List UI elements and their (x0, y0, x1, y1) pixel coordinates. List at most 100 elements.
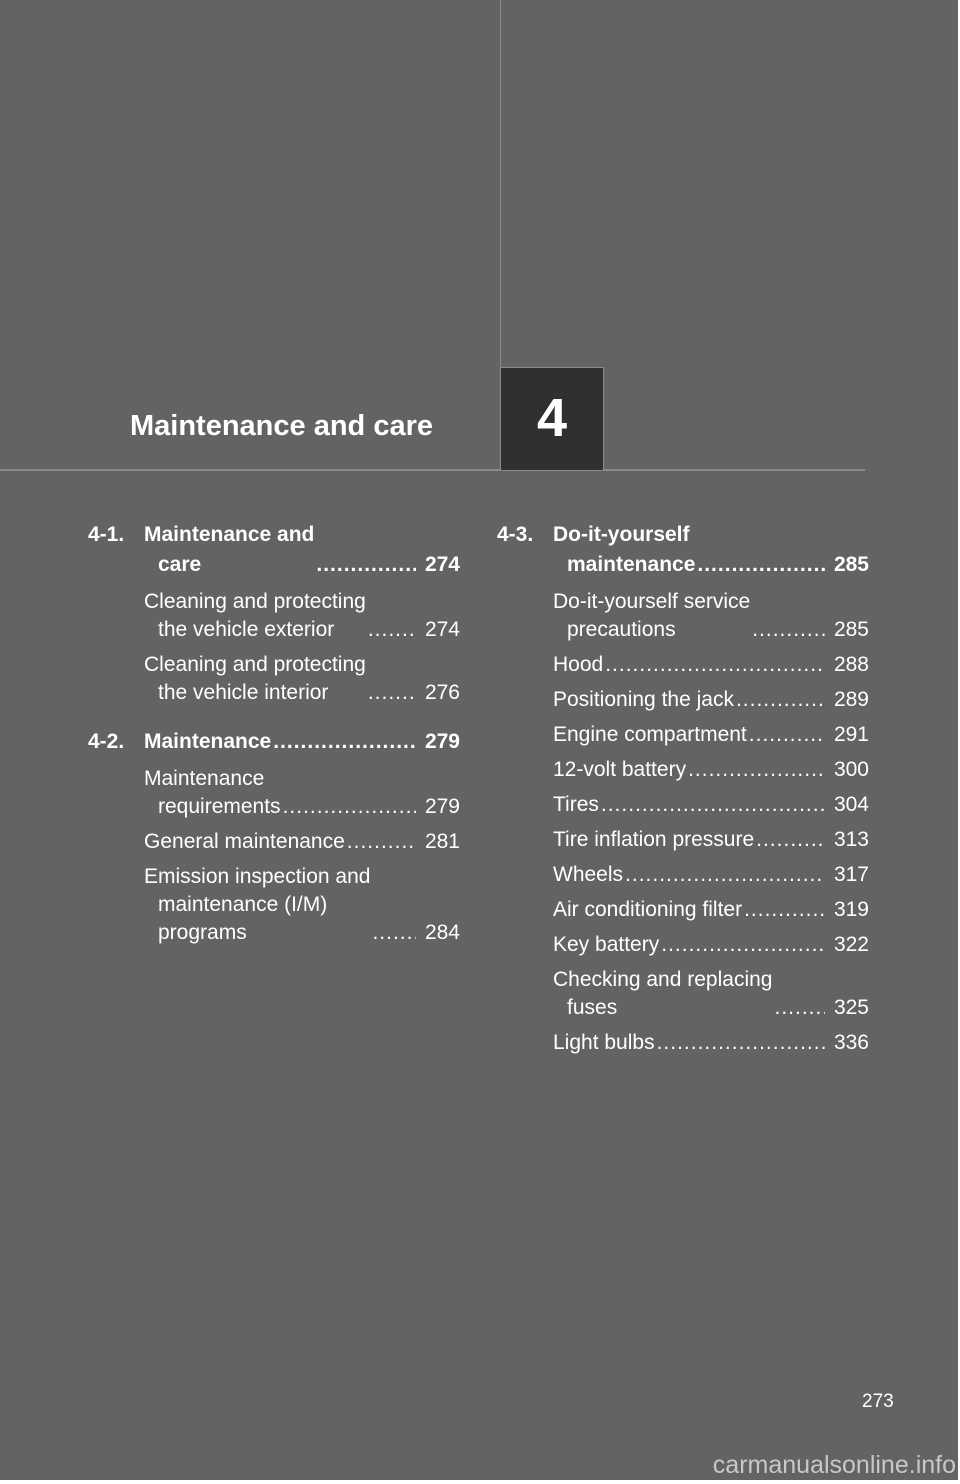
toc-entry-line: Maintenance (144, 767, 265, 790)
toc-entry[interactable]: Wheels 317 (553, 861, 869, 889)
toc-right-column: 4-3.Do-it-yourselfmaintenance285Do-it-yo… (497, 520, 869, 1077)
toc-entry-text: Maintenance and care (144, 520, 314, 580)
toc-entry[interactable]: Key battery 322 (553, 931, 869, 959)
toc-entry-text: Positioning the jack (553, 686, 734, 714)
dot-leader (283, 793, 416, 821)
toc-entry-line: 12-volt battery (553, 758, 687, 781)
toc-entry-line: maintenance (567, 553, 696, 576)
toc-section-number: 4-2. (88, 730, 125, 753)
toc-page-number: 274 (424, 553, 460, 576)
chapter-title: Maintenance and care (130, 410, 433, 442)
toc-entry-line: requirements (158, 795, 281, 818)
dot-leader (688, 756, 825, 784)
toc-entry-text: 12-volt battery (553, 756, 686, 784)
toc-entry-line: Checking and replacing (553, 968, 773, 991)
toc-entry-line: Air conditioning filter (553, 898, 743, 921)
dot-leader (273, 727, 416, 757)
toc-entry[interactable]: Tires 304 (553, 791, 869, 819)
toc-section: 4-3.Do-it-yourselfmaintenance285Do-it-yo… (497, 520, 869, 1057)
toc-page-number: 319 (833, 898, 869, 921)
toc-entry[interactable]: Hood 288 (553, 651, 869, 679)
toc-entry[interactable]: General maintenance 281 (144, 828, 460, 856)
toc-entry-line: the vehicle interior (158, 681, 329, 704)
toc-entry[interactable]: Cleaning and protecting the vehicle exter… (144, 588, 460, 644)
toc-entry[interactable]: Tire inflation pressure 313 (553, 826, 869, 854)
toc-entry[interactable]: Positioning the jack 289 (553, 686, 869, 714)
dot-leader (736, 686, 825, 714)
toc-entry-text: Tires (553, 791, 599, 819)
dot-leader (752, 616, 825, 644)
toc-entry-line: Wheels (553, 863, 624, 886)
toc-entry-text: Emission inspection and maintenance (I/M)… (144, 863, 370, 947)
toc-entry[interactable]: Light bulbs 336 (553, 1029, 869, 1057)
dot-leader (744, 896, 825, 924)
toc-entry-text: Cleaning and protecting the vehicle exter… (144, 588, 366, 644)
toc-entry-line: maintenance (I/M) (158, 893, 328, 916)
toc-entry[interactable]: Air conditioning filter 319 (553, 896, 869, 924)
toc-page-number: 289 (833, 688, 869, 711)
toc-entry-line: Positioning the jack (553, 688, 734, 711)
toc-entry-line: Maintenance (144, 730, 272, 753)
toc-entry-line: fuses (567, 996, 618, 1019)
toc-entry-line: the vehicle exterior (158, 618, 335, 641)
toc-page-number: 322 (833, 933, 869, 956)
dot-leader (657, 1029, 825, 1057)
toc-section-number: 4-1. (88, 523, 125, 546)
dot-leader (749, 721, 825, 749)
dot-leader (316, 550, 416, 580)
toc-page-number: 300 (833, 758, 869, 781)
toc-entry[interactable]: Cleaning and protecting the vehicle inter… (144, 651, 460, 707)
dot-leader (601, 791, 825, 819)
toc-entry-text: Do-it-yourself maintenance (553, 520, 695, 580)
toc-entry-line: General maintenance (144, 830, 345, 853)
toc-section-title[interactable]: Do-it-yourself maintenance 285 (553, 520, 869, 580)
toc-section-title[interactable]: Maintenance 279 (144, 727, 460, 757)
toc-entry-line: Tire inflation pressure (553, 828, 755, 851)
toc-entry[interactable]: Checking and replacing fuses 325 (553, 966, 869, 1022)
toc-entry[interactable]: Emission inspection and maintenance (I/M)… (144, 863, 460, 947)
watermark: carmanualsonline.info (712, 1451, 956, 1479)
page-number: 273 (862, 1391, 894, 1412)
toc-entry-line: Do-it-yourself service (553, 590, 751, 613)
toc-entry-text: Engine compartment (553, 721, 747, 749)
toc-section-number: 4-3. (497, 523, 534, 546)
toc-entry-line: precautions (567, 618, 676, 641)
toc-page-number: 291 (833, 723, 869, 746)
toc-entry-line: programs (158, 921, 247, 944)
toc-page-number: 288 (833, 653, 869, 676)
toc-entry-text: Do-it-yourself service precautions (553, 588, 750, 644)
toc-entry-line: Cleaning and protecting (144, 653, 366, 676)
toc-page-number: 274 (424, 618, 460, 641)
toc-entry-text: Key battery (553, 931, 659, 959)
toc-entry-line: Emission inspection and (144, 865, 371, 888)
toc-page-number: 285 (833, 553, 869, 576)
toc-entry[interactable]: 12-volt battery 300 (553, 756, 869, 784)
toc-entry-text: Maintenance requirements (144, 765, 281, 821)
toc-left-column: 4-1. Maintenance and care 274 Cleaning and p… (88, 520, 460, 967)
toc-entry-text: Cleaning and protecting the vehicle inter… (144, 651, 366, 707)
toc-entry-text: General maintenance (144, 828, 345, 856)
toc-page-number: 325 (833, 996, 869, 1019)
dot-leader (368, 616, 416, 644)
toc-entry-line: care (158, 553, 202, 576)
toc-entry-line: Engine compartment (553, 723, 747, 746)
toc-section: 4-2. Maintenance 279 Maintenance requirement… (88, 727, 460, 947)
toc-page-number: 317 (833, 863, 869, 886)
toc-entry-line: Tires (553, 793, 599, 816)
dot-leader (756, 826, 825, 854)
toc-entry-text: Tire inflation pressure (553, 826, 754, 854)
toc-entry-text: Hood (553, 651, 603, 679)
toc-entry-line: Key battery (553, 933, 660, 956)
dot-leader (347, 828, 416, 856)
dot-leader (605, 651, 825, 679)
toc-section-title[interactable]: Maintenance and care 274 (144, 520, 460, 580)
toc-page-number: 281 (424, 830, 460, 853)
toc-entry[interactable]: Engine compartment 291 (553, 721, 869, 749)
toc-entry-text: Wheels (553, 861, 623, 889)
toc-entry[interactable]: Maintenance requirements 279 (144, 765, 460, 821)
toc-entry[interactable]: Do-it-yourself service precautions 285 (553, 588, 869, 644)
toc-entry-line: Hood (553, 653, 604, 676)
toc-page-number: 285 (833, 618, 869, 641)
dot-leader (661, 931, 825, 959)
dot-leader (625, 861, 825, 889)
